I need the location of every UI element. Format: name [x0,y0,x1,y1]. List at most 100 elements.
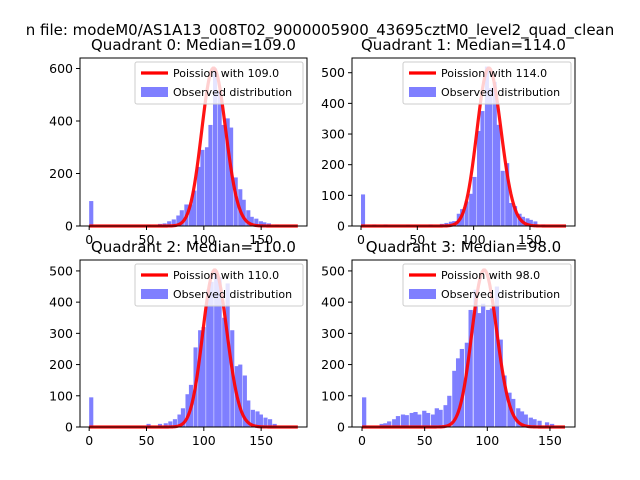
y-tick-label: 300 [49,326,73,341]
legend-poisson-label: Poission with 110.0 [173,269,279,282]
histogram-bar [246,210,251,226]
histogram-bar [241,199,246,226]
legend-observed-label: Observed distribution [441,86,560,99]
y-tick-label: 0 [65,420,73,435]
histogram-bar [452,370,457,427]
y-tick-label: 600 [49,61,73,76]
x-tick-label: 0 [85,232,93,247]
y-tick-label: 200 [49,357,73,372]
histogram-bar [200,149,205,226]
histogram-bar [258,414,263,427]
plot-frame [79,259,308,428]
histogram-bar [242,375,247,427]
histogram-bar [532,419,537,427]
histogram-bar [469,193,474,226]
x-tick-label: 0 [358,433,366,448]
histogram-bar [413,412,418,427]
legend-box [402,61,572,105]
legend-poisson-label: Poission with 98.0 [441,269,540,282]
histogram-bar [473,289,478,427]
x-tick-label: 50 [139,232,155,247]
y-tick-label: 0 [337,219,345,234]
y-tick-label: 400 [49,114,73,129]
quadrant-2-chart: Quadrant 2: Median=110.0 0 50 100 150 0 100 200… [49,238,308,448]
histogram-bar [492,81,497,226]
histogram-bar [177,414,182,427]
legend-observed-label: Observed distribution [441,288,560,301]
histogram-bar [250,409,255,427]
histogram-bar [488,88,493,226]
histogram-bar [544,422,550,427]
histogram-bar [214,270,219,427]
histogram-bar [225,283,230,427]
histogram-bar [494,286,500,427]
histogram-bar [507,392,512,427]
histogram-bar [196,166,202,226]
histogram-bar [489,308,495,427]
y-tick-label: 500 [321,65,345,80]
histogram-bar [409,412,414,427]
histogram-bar [172,419,177,427]
histogram-bar [502,375,507,427]
histogram-bar [417,414,422,427]
quadrant-0-chart: Quadrant 0: Median=109.0 0 50 100 150 0 200 400… [49,36,308,247]
histogram-bar [422,410,427,427]
histogram-bar [528,219,533,226]
y-tick-label: 100 [49,388,73,403]
histogram-bar [430,414,436,427]
histogram-bar [477,313,482,427]
y-tick-label: 300 [321,326,345,341]
histogram-bar [395,416,401,427]
histogram-bar [513,206,518,226]
histogram-bar [225,118,230,226]
histogram-bar [258,221,263,226]
histogram-bar [455,358,461,427]
legend-observed-swatch [141,87,168,97]
histogram-bar [221,124,226,226]
histogram-bar [198,330,203,427]
histogram-bar [362,397,367,427]
histogram-bar [438,409,443,427]
histogram-bar [238,364,243,427]
histogram-bar [217,90,222,226]
histogram-bar [263,417,268,427]
x-tick-label: 0 [85,433,93,448]
legend-box [402,263,572,307]
legend: Poission with 109.0 Observed distribution [134,61,304,105]
histogram-bar [533,221,538,226]
histogram-bar [254,218,259,226]
histogram-bar [209,281,214,427]
plot-frame [79,57,308,227]
histogram-bar [480,111,485,226]
histogram-bar [525,218,530,226]
histogram-bar [89,201,94,226]
x-tick-label: 50 [417,433,433,448]
histogram-bar [508,203,513,226]
histogram-bar [496,124,501,226]
x-tick-label: 0 [357,232,365,247]
histogram-bar [212,68,218,226]
quadrant-0-title: Quadrant 0: Median=109.0 [91,36,296,54]
y-tick-label: 400 [49,295,73,310]
y-tick-label: 0 [337,420,345,435]
y-tick-label: 200 [49,166,73,181]
x-tick-label: 100 [192,232,216,247]
histogram-bar [404,415,409,427]
histogram-bar [233,177,238,226]
y-tick-label: 100 [321,388,345,403]
histogram-bar [246,400,251,427]
histogram-bar [464,342,470,427]
histogram-bar [188,204,194,226]
histogram-bar [486,309,491,427]
histogram-bar [192,190,197,226]
histogram-bar [185,394,190,427]
histogram-bar [519,411,525,427]
histogram-bar [537,420,542,427]
histogram-bar [443,405,448,427]
histogram-bar [498,339,503,427]
y-tick-label: 400 [321,295,345,310]
quadrant-3-title: Quadrant 3: Median=98.0 [366,238,561,256]
histogram-bar [206,289,211,427]
histogram-bar [222,317,227,427]
histogram-bar [217,277,222,427]
